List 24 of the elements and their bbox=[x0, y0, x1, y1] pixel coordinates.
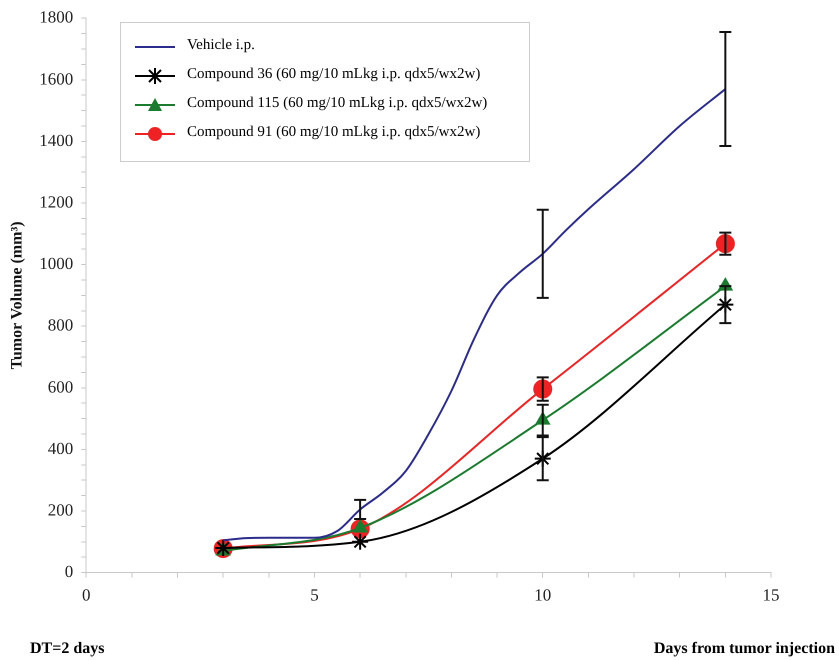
x-tick-label: 10 bbox=[534, 585, 552, 604]
point bbox=[716, 296, 734, 314]
x-tick-label: 0 bbox=[82, 585, 90, 604]
legend-label: Vehicle i.p. bbox=[187, 37, 255, 54]
legend-label: Compound 91 (60 mg/10 mLkg i.p. qdx5/wx2w) bbox=[187, 124, 480, 141]
y-tick-label: 800 bbox=[48, 316, 74, 335]
y-tick-label: 400 bbox=[48, 438, 74, 458]
y-axis-title: Tumor Volume (mm³) bbox=[8, 221, 26, 370]
y-tick-label: 1000 bbox=[39, 254, 74, 274]
y-tick-label: 200 bbox=[48, 500, 74, 520]
x-tick-label: 5 bbox=[310, 585, 319, 604]
y-tick-label: 0 bbox=[64, 562, 74, 582]
y-tick-label: 1600 bbox=[39, 69, 74, 88]
y-tick-label: 600 bbox=[48, 377, 74, 396]
point bbox=[351, 532, 370, 551]
point bbox=[534, 450, 552, 468]
y-tick-label: 1400 bbox=[39, 130, 74, 150]
y-tick-label: 1800 bbox=[39, 8, 74, 27]
x-tick-label: 15 bbox=[762, 585, 780, 604]
text: DT=2 days bbox=[30, 640, 104, 658]
x-axis-title: Days from tumor injection bbox=[654, 640, 835, 658]
legend-label: Compound 36 (60 mg/10 mLkg i.p. qdx5/wx2w) bbox=[187, 66, 480, 83]
legend-label: Compound 115 (60 mg/10 mLkg i.p. qdx5/wx2w) bbox=[187, 95, 488, 112]
y-tick-label: 1200 bbox=[39, 192, 74, 212]
